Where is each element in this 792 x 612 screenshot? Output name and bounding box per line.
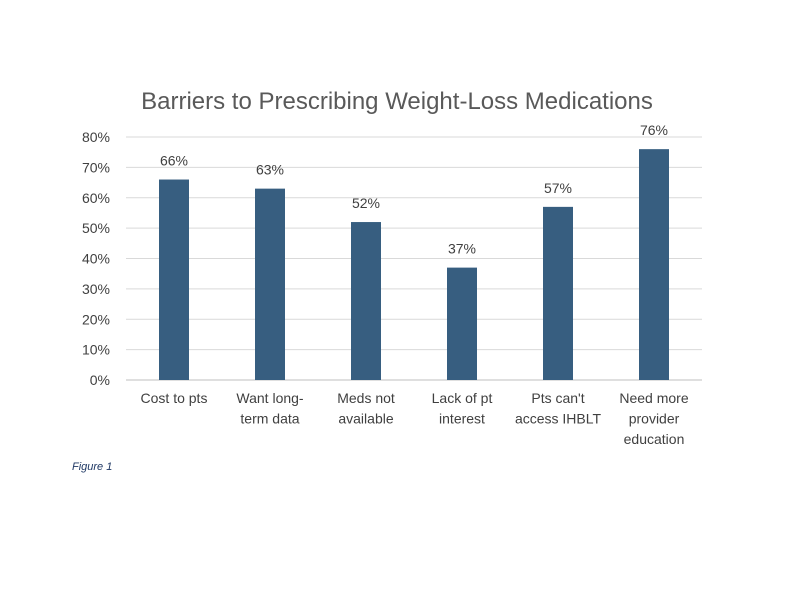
category-label: Pts can't access IHBLT [515,390,602,427]
gridlines [126,136,702,381]
y-tick-label: 80% [82,129,110,145]
category-label: Want long-term data [236,390,304,427]
category-label-line: Cost to pts [141,390,208,406]
data-label: 52% [352,195,380,211]
bars [159,149,669,380]
category-label-line: available [338,411,393,427]
category-label-line: Lack of pt [432,390,493,406]
category-label-line: Pts can't [531,390,584,406]
bar [447,267,477,380]
y-tick-label: 40% [82,251,110,267]
bar [255,188,285,380]
category-label-line: Want long- [236,390,304,406]
data-label: 57% [544,180,572,196]
category-label: Meds not available [337,390,395,427]
data-label: 63% [256,162,284,178]
y-tick-label: 70% [82,159,110,175]
data-label: 66% [160,153,188,169]
bar [351,222,381,380]
bar [639,149,669,380]
category-label-line: Need more [619,390,688,406]
category-label-line: Meds not [337,390,395,406]
data-labels: 66% 63% 52% 37% 57% 76% [160,122,668,256]
category-label: Cost to pts [141,390,208,406]
category-label-line: term data [240,411,299,427]
y-tick-label: 60% [82,190,110,206]
category-label-line: access IHBLT [515,411,602,427]
y-tick-label: 50% [82,220,110,236]
bar [159,179,189,380]
chart-title: Barriers to Prescribing Weight-Loss Medi… [141,88,653,115]
data-label: 37% [448,241,476,257]
figure-caption: Figure 1 [72,461,113,473]
y-tick-label: 30% [82,281,110,297]
category-label-line: interest [439,411,485,427]
category-label: Need more provider education [619,390,688,447]
y-axis-tick-labels: 0% 10% 20% 30% 40% 50% 60% 70% 80% [82,129,110,388]
category-labels: Cost to pts Want long-term data Meds not av… [141,390,689,447]
category-label: Lack of pt interest [432,390,493,427]
y-tick-label: 0% [90,372,110,388]
y-tick-label: 20% [82,311,110,327]
category-label-line: education [624,431,685,447]
y-tick-label: 10% [82,342,110,358]
category-label-line: provider [629,411,680,427]
data-label: 76% [640,122,668,138]
bar [543,206,573,380]
